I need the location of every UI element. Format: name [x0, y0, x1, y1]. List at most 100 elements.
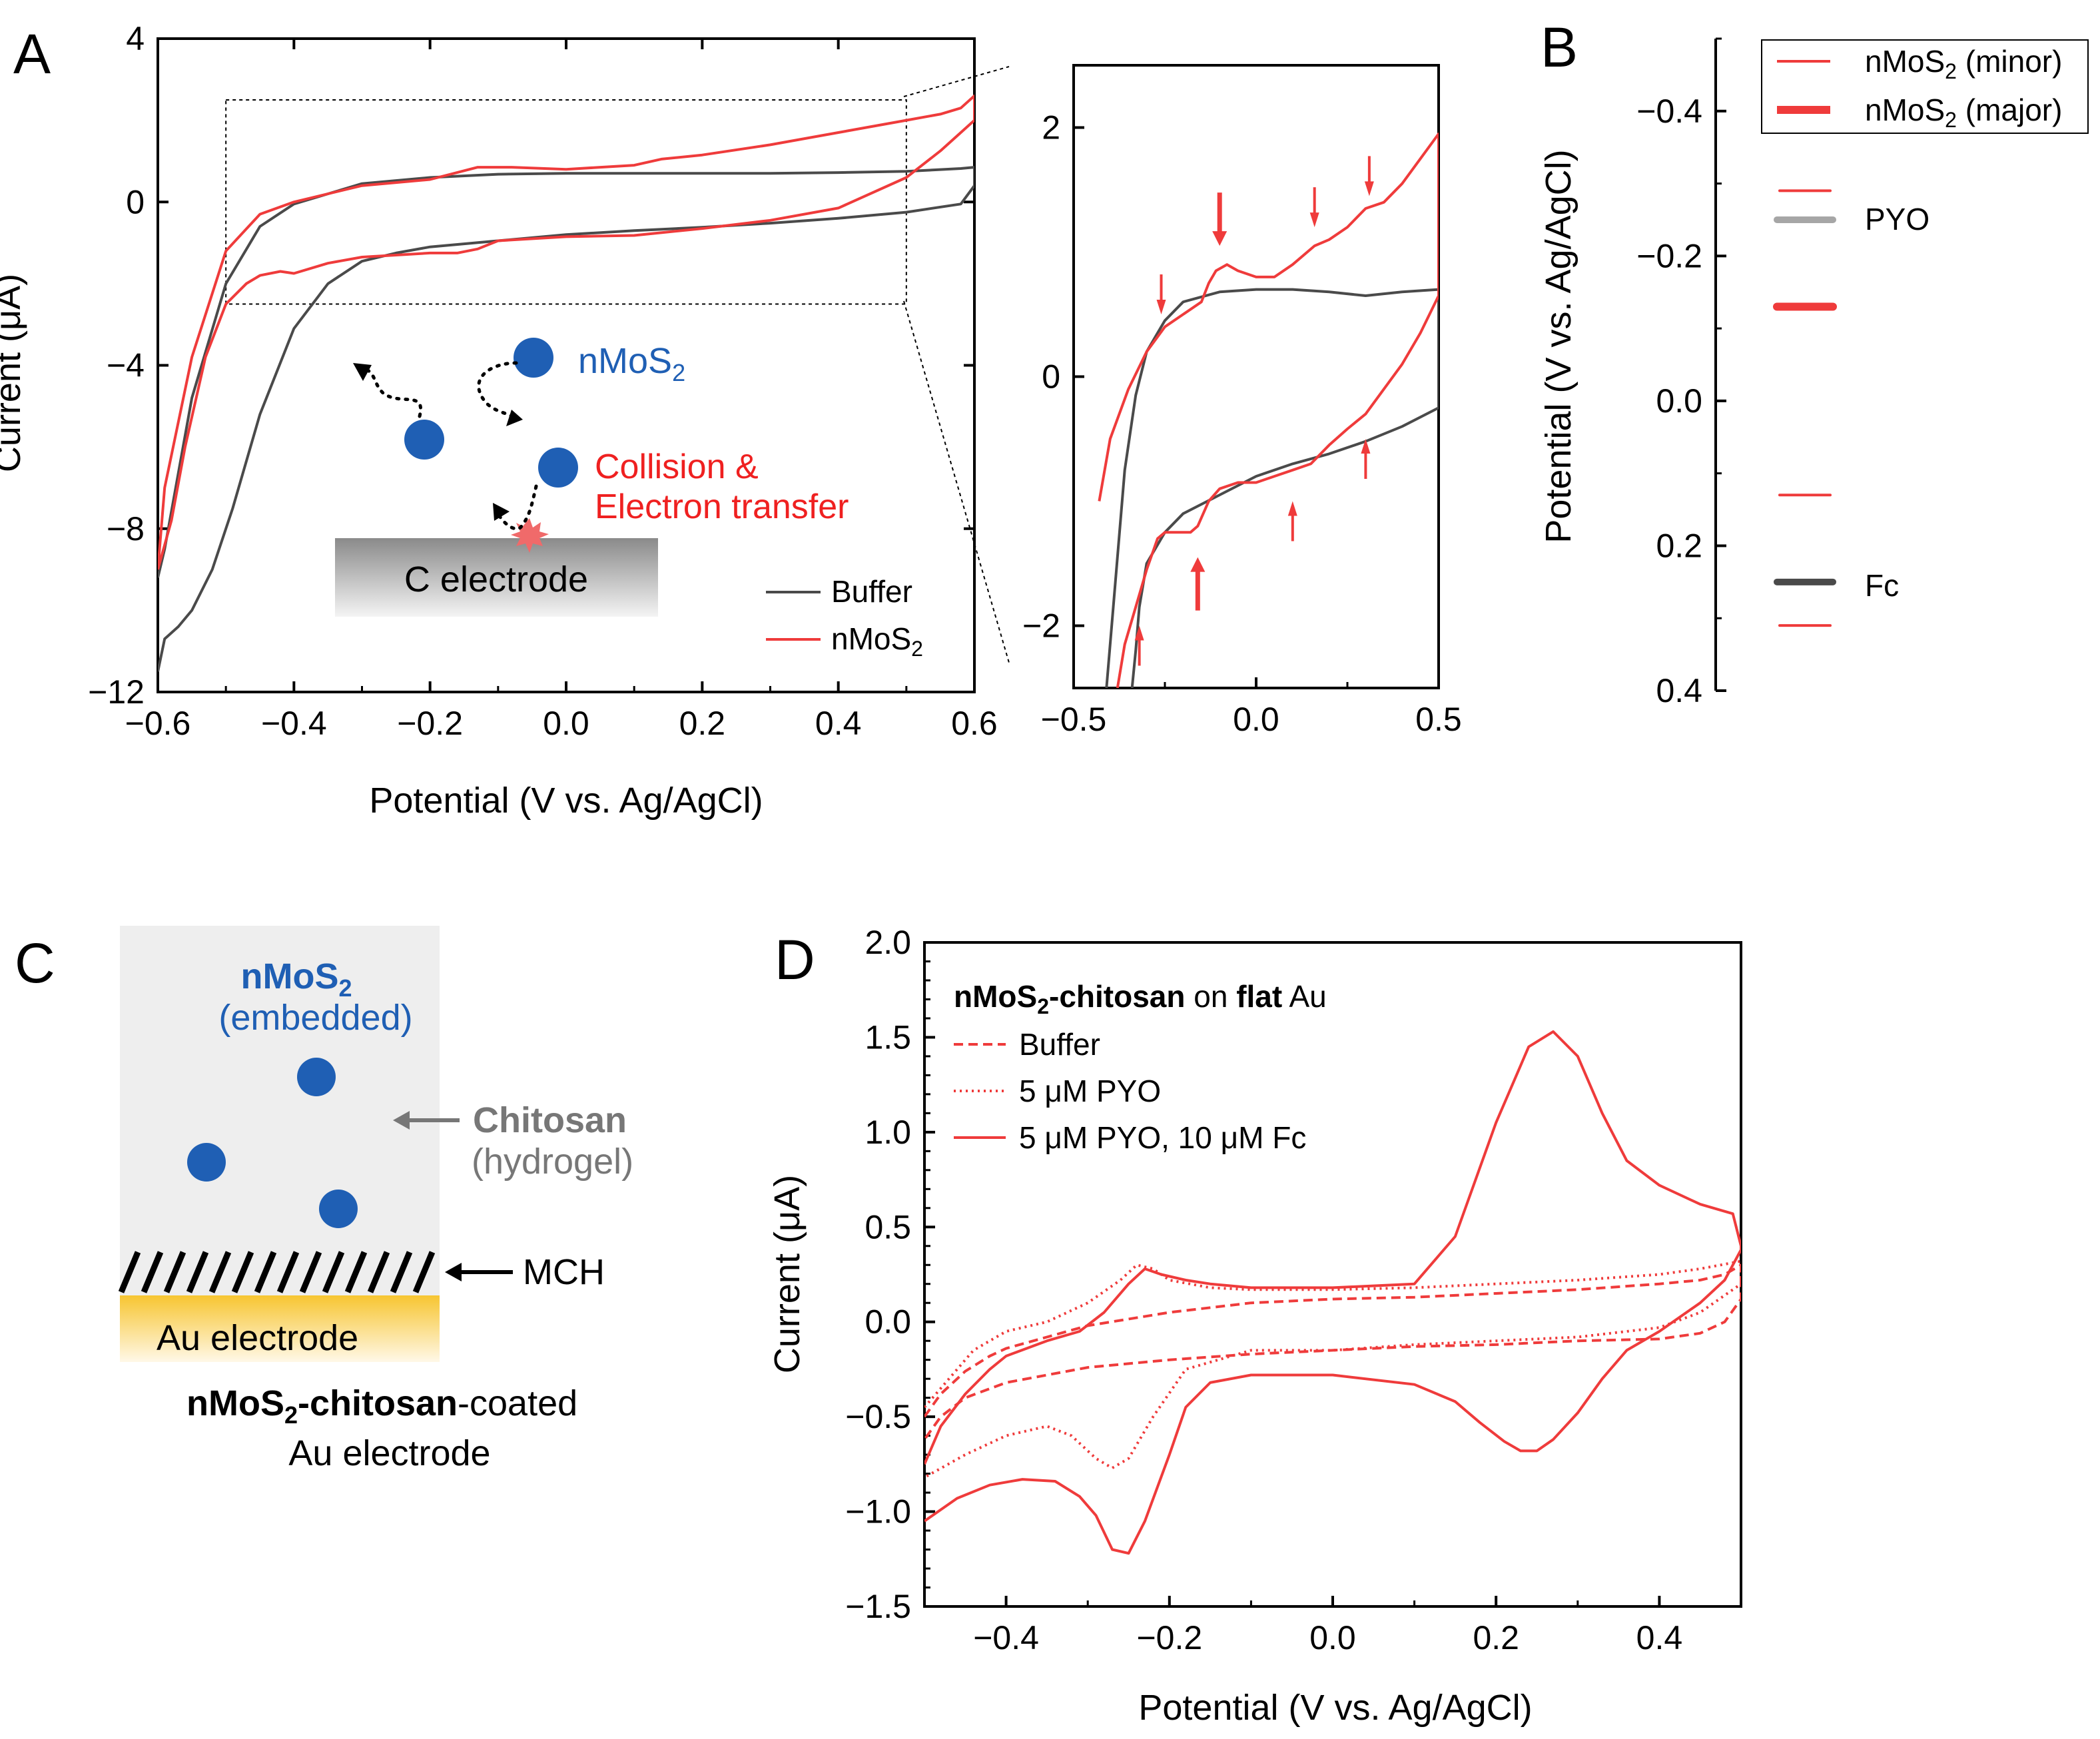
panel-label-b: B: [1541, 16, 1578, 79]
series-line-buffer: [1105, 288, 1439, 688]
particle: [404, 420, 444, 460]
particle: [538, 448, 578, 488]
y-tick-label: 4: [126, 20, 145, 57]
series-line-buffer: [924, 1263, 1741, 1441]
hydrogel-label: (hydrogel): [472, 1142, 633, 1182]
y-tick-label: −4: [107, 347, 145, 384]
peak-arrowhead-icon: [1361, 439, 1371, 454]
y-tick-label: 0.0: [1656, 382, 1702, 420]
x-tick-label: 0.6: [951, 705, 998, 742]
panel-d-title: nMoS2-chitosan on flat Au: [954, 979, 1327, 1018]
panel-b-legend-box: [1761, 39, 2089, 134]
au-electrode-label: Au electrode: [157, 1318, 358, 1358]
inset-frame: [1072, 64, 1440, 689]
peak-arrowhead-icon: [1156, 300, 1166, 314]
particle: [319, 1190, 358, 1228]
trajectory-arrowhead-icon: [493, 503, 510, 521]
y-tick-label: −1.5: [845, 1588, 911, 1625]
y-tick-label: 0: [126, 183, 145, 220]
legend-nmos2-label: nMoS2: [831, 621, 923, 661]
panel-d-chart: Current (μA) Potential (V vs. Ag/AgCl) n…: [767, 924, 1742, 1728]
panel-label-c: C: [15, 932, 55, 994]
trajectory-arrowhead-icon: [506, 410, 523, 426]
y-tick-label: −0.4: [1636, 93, 1702, 130]
c-electrode-label: C electrode: [404, 559, 588, 599]
panel-c-nmos2: nMoS2: [240, 956, 352, 1002]
trajectory-arrowhead-icon: [353, 363, 372, 381]
trajectory: [477, 361, 518, 420]
pyo-label: PYO: [1865, 202, 1929, 236]
legend-pyo-fc-label: 5 μM PYO, 10 μM Fc: [1019, 1120, 1306, 1155]
particle: [297, 1058, 336, 1096]
trajectory: [498, 484, 538, 531]
mch-arrowhead-icon: [445, 1263, 462, 1281]
legend-buffer-label: Buffer: [831, 574, 912, 609]
peak-arrowhead-icon: [1309, 212, 1319, 228]
c-electrode: [335, 538, 658, 617]
series-line-buffer: [158, 166, 974, 672]
legend-buffer-label: Buffer: [1019, 1027, 1100, 1062]
panel-c-embedded: (embedded): [218, 998, 412, 1038]
fc-label: Fc: [1865, 568, 1899, 603]
particle: [514, 338, 553, 378]
y-tick-label: −8: [107, 510, 145, 547]
x-tick-label: 0.5: [1415, 701, 1462, 738]
series-line-nmos2: [158, 94, 974, 570]
x-tick-label: −0.4: [973, 1619, 1039, 1656]
panel-label-a: A: [13, 23, 51, 85]
trajectory: [361, 366, 423, 418]
x-tick-label: −0.4: [261, 705, 327, 742]
y-tick-label: 2: [1042, 109, 1060, 147]
collision-label-line2: Electron transfer: [595, 488, 849, 526]
legend-minor-label: nMoS2 (minor): [1865, 44, 2062, 83]
peak-arrowhead-icon: [1364, 181, 1374, 196]
x-tick-label: −0.6: [125, 705, 191, 742]
series-line-5-m-pyo: [924, 1259, 1741, 1479]
panel-b-ylabel: Potential (V vs. Ag/AgCl): [1539, 149, 1578, 543]
x-tick-label: 0.0: [1309, 1619, 1356, 1656]
panel-a-xlabel: Potential (V vs. Ag/AgCl): [369, 781, 763, 821]
series-line-nmos2: [1098, 132, 1439, 688]
zoom-box: [225, 99, 907, 305]
panel-a-inset: −0.5 0.0 0.5 −2 0 2: [1022, 64, 1462, 738]
y-tick-label: −0.5: [845, 1398, 911, 1435]
y-tick-label: 0.5: [865, 1208, 911, 1245]
chitosan-label: Chitosan: [473, 1100, 627, 1140]
y-tick-label: −2: [1022, 607, 1060, 645]
x-tick-label: 0.0: [1233, 701, 1279, 738]
y-tick-label: −0.2: [1636, 237, 1702, 274]
legend-pyo-label: 5 μM PYO: [1019, 1074, 1161, 1108]
x-tick-label: −0.2: [1136, 1619, 1202, 1656]
x-tick-label: −0.2: [397, 705, 463, 742]
panel-c-caption-line1: nMoS2-chitosan-coated: [186, 1383, 577, 1429]
zoom-connector: [903, 66, 1010, 97]
y-tick-label: 0.4: [1656, 672, 1702, 709]
panel-d-ylabel: Current (μA): [767, 1175, 807, 1373]
y-tick-label: 0.2: [1656, 527, 1702, 564]
x-tick-label: −0.5: [1041, 701, 1107, 738]
y-tick-label: 0.0: [865, 1303, 911, 1341]
y-tick-label: −1.0: [845, 1493, 911, 1531]
y-tick-label: 1.5: [865, 1018, 911, 1056]
y-tick-label: 0: [1042, 358, 1060, 396]
chitosan-arrowhead-icon: [393, 1111, 410, 1130]
panel-c-schematic: nMoS2 (embedded) Chitosan (hydrogel) MCH…: [118, 926, 633, 1473]
panel-a-chart: Current (μA) Potential (V vs. Ag/AgCl) C…: [0, 20, 998, 821]
peak-arrowhead-icon: [1212, 231, 1227, 246]
peak-arrowhead-icon: [1287, 501, 1297, 516]
y-tick-label: 2.0: [865, 924, 911, 961]
peak-arrowhead-icon: [1190, 557, 1206, 572]
x-tick-label: 0.0: [543, 705, 589, 742]
legend-major-label: nMoS2 (major): [1865, 93, 2062, 132]
x-tick-label: 0.2: [1473, 1619, 1519, 1656]
panel-b-chart: Potential (V vs. Ag/AgCl) nMoS2 (minor) …: [1539, 37, 2089, 709]
x-tick-label: 0.4: [1636, 1619, 1683, 1656]
mch-label: MCH: [523, 1252, 605, 1292]
y-tick-label: −12: [88, 673, 145, 711]
particle: [187, 1143, 226, 1182]
collision-label-line1: Collision &: [595, 448, 759, 486]
mch-layer: [118, 1251, 436, 1293]
x-tick-label: 0.4: [815, 705, 862, 742]
panel-label-d: D: [775, 928, 815, 991]
